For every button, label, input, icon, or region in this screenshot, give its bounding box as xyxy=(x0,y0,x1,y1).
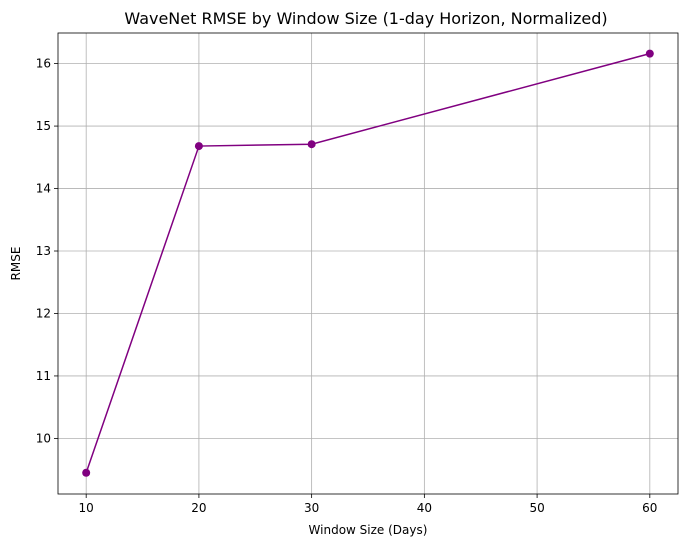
chart-title: WaveNet RMSE by Window Size (1-day Horiz… xyxy=(124,9,607,28)
y-tick-label: 14 xyxy=(36,182,51,196)
data-point xyxy=(307,140,316,149)
y-tick-label: 16 xyxy=(36,57,51,71)
y-tick-label: 13 xyxy=(36,244,51,258)
y-tick-label: 10 xyxy=(36,431,51,445)
y-axis-label: RMSE xyxy=(9,247,23,281)
x-tick-label: 60 xyxy=(642,501,657,515)
ticks: 10 20 30 40 50 60 10 11 12 13 14 15 16 xyxy=(36,57,658,515)
y-tick-label: 15 xyxy=(36,119,51,133)
series-line xyxy=(85,52,651,474)
x-tick-label: 20 xyxy=(191,501,206,515)
plot-frame xyxy=(57,32,679,495)
grid xyxy=(58,33,678,494)
y-tick-label: 12 xyxy=(36,306,51,320)
x-tick-label: 10 xyxy=(79,501,94,515)
data-point xyxy=(82,468,91,477)
x-axis-label: Window Size (Days) xyxy=(309,523,428,537)
y-tick-label: 11 xyxy=(36,369,51,383)
x-tick-label: 40 xyxy=(417,501,432,515)
series-layer xyxy=(82,49,654,477)
data-point xyxy=(645,49,654,58)
x-tick-label: 30 xyxy=(304,501,319,515)
data-point xyxy=(194,142,203,151)
x-tick-label: 50 xyxy=(529,501,544,515)
